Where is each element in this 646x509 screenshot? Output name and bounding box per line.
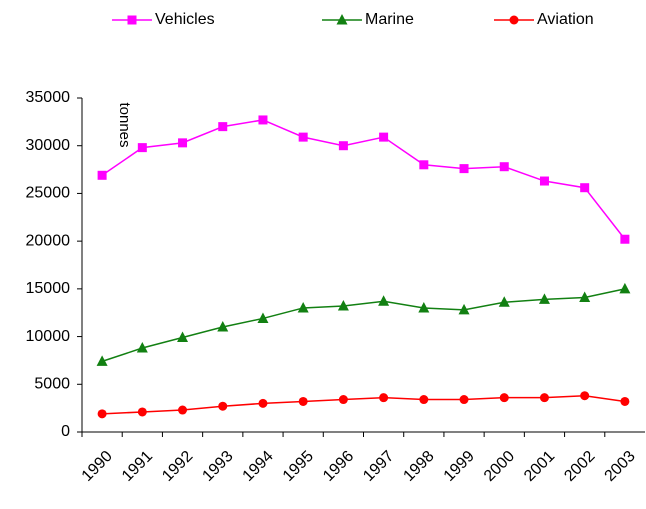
data-point — [620, 396, 630, 406]
legend-marker — [127, 15, 137, 25]
data-point — [136, 342, 148, 353]
data-point — [379, 132, 389, 142]
data-point — [298, 132, 308, 142]
data-point — [178, 405, 188, 415]
series-line — [101, 119, 626, 240]
data-point — [137, 407, 147, 417]
data-point — [218, 401, 228, 411]
data-point — [619, 282, 631, 294]
legend-marker — [336, 14, 348, 25]
data-point — [338, 395, 348, 405]
data-point — [177, 331, 189, 343]
y-axis-label: tonnes — [116, 102, 133, 147]
data-point — [580, 183, 590, 193]
data-point — [338, 141, 348, 151]
data-point — [419, 160, 429, 170]
data-point — [258, 398, 268, 408]
x-tick-label: 1992 — [159, 448, 196, 485]
x-tick-label: 2003 — [602, 448, 639, 485]
data-point — [498, 296, 510, 307]
y-tick-label: 20000 — [26, 232, 71, 249]
y-tick-label: 35000 — [26, 89, 71, 106]
x-tick-label: 1998 — [400, 448, 437, 485]
data-point — [96, 355, 108, 366]
series-line — [102, 394, 625, 415]
data-point — [538, 293, 550, 304]
data-point — [378, 295, 390, 306]
legend-marker — [509, 15, 519, 25]
data-point — [499, 162, 509, 172]
x-tick-label: 1990 — [79, 448, 116, 485]
data-point — [297, 301, 309, 313]
legend-label: Aviation — [537, 11, 594, 28]
y-tick-label: 0 — [61, 423, 70, 440]
x-tick-label: 1991 — [119, 448, 156, 485]
data-point — [499, 393, 509, 403]
y-tick-label: 25000 — [26, 185, 71, 202]
y-tick-label: 5000 — [34, 376, 70, 393]
data-point — [418, 301, 430, 313]
x-tick-label: 1997 — [360, 448, 397, 485]
data-point — [178, 138, 188, 148]
x-tick-label: 1995 — [280, 448, 317, 485]
data-point — [579, 291, 591, 302]
y-tick-label: 10000 — [26, 328, 71, 345]
data-point — [217, 321, 229, 332]
data-point — [97, 170, 107, 180]
data-point — [218, 122, 228, 132]
legend-label: Vehicles — [155, 11, 215, 28]
data-point — [459, 164, 469, 174]
data-point — [580, 391, 590, 401]
data-point — [337, 300, 349, 311]
data-point — [379, 393, 389, 403]
x-tick-label: 1996 — [320, 448, 357, 485]
x-tick-label: 2001 — [521, 448, 558, 485]
data-point — [419, 395, 429, 405]
x-tick-label: 2000 — [481, 448, 518, 485]
data-point — [539, 393, 549, 403]
data-point — [298, 396, 308, 406]
y-tick-label: 15000 — [26, 280, 71, 297]
y-tick-label: 30000 — [26, 137, 71, 154]
series-line — [101, 288, 626, 363]
legend-label: Marine — [365, 11, 414, 28]
x-tick-label: 1993 — [199, 448, 236, 485]
data-point — [257, 312, 269, 323]
data-point — [97, 409, 107, 419]
x-tick-label: 1994 — [240, 448, 277, 485]
data-point — [458, 303, 470, 315]
data-point — [137, 143, 147, 153]
data-point — [539, 176, 549, 186]
data-point — [459, 395, 469, 405]
data-point — [258, 115, 268, 125]
x-tick-label: 2002 — [561, 448, 598, 485]
x-tick-label: 1999 — [441, 448, 478, 485]
data-point — [620, 234, 630, 244]
